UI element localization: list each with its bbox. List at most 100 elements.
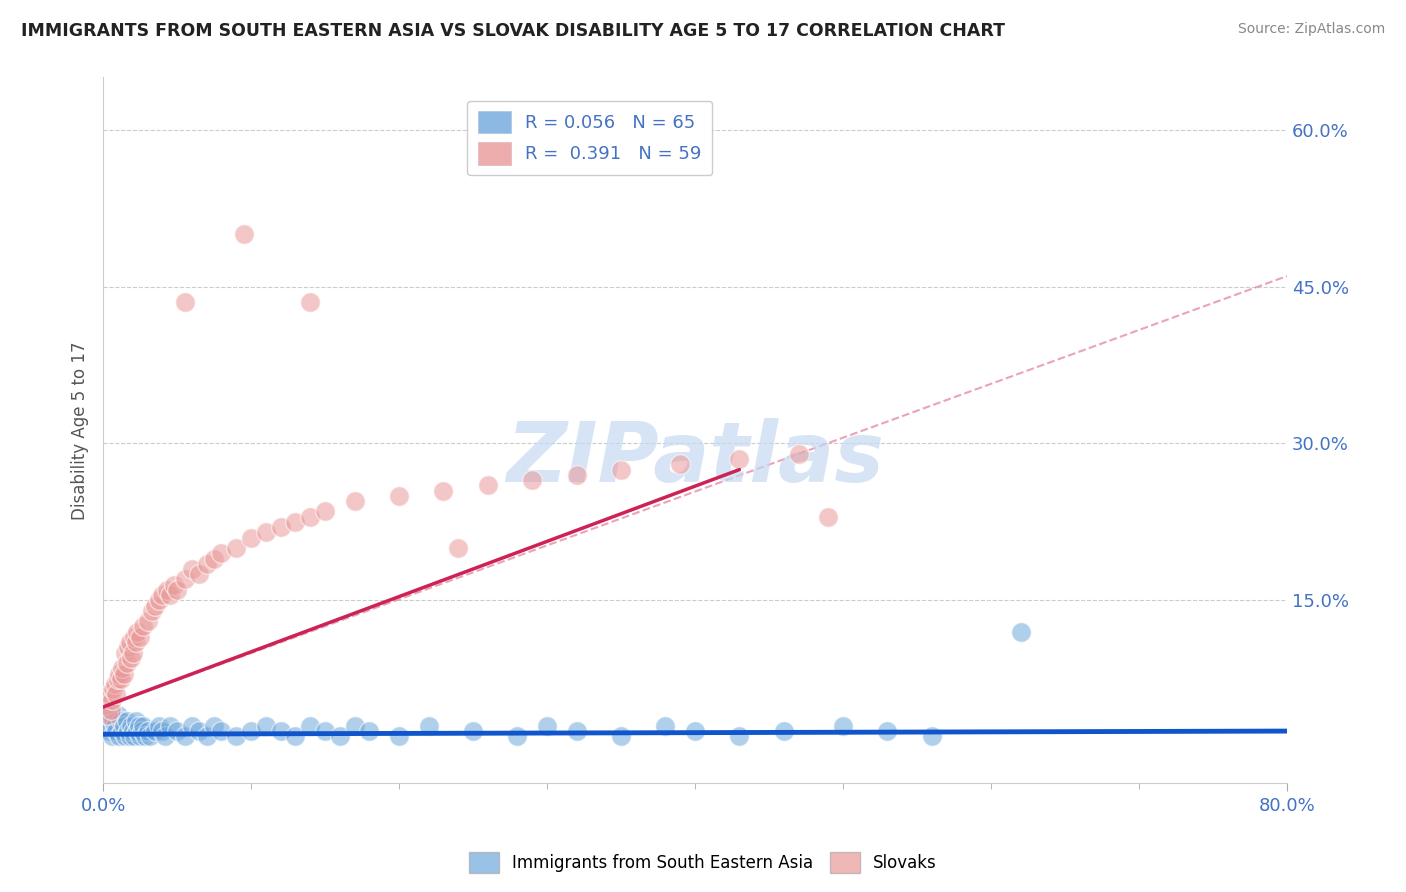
Point [94,698,117,712]
Point [166,582,188,597]
Point [447,541,470,555]
Point [299,509,322,524]
Point [127,724,149,739]
Point [202,551,225,566]
Point [418,719,440,733]
Point [100,708,122,723]
Point [114,729,136,743]
Point [166,724,188,739]
Point [195,729,218,743]
Point [122,729,145,743]
Point [112,666,135,681]
Point [148,719,170,733]
Point [111,661,134,675]
Point [388,489,411,503]
Point [150,724,173,739]
Point [787,447,810,461]
Point [610,729,633,743]
Point [565,467,588,482]
Point [112,719,135,733]
Point [115,714,138,728]
Point [240,724,263,739]
Point [121,724,143,739]
Point [156,582,179,597]
Point [565,724,588,739]
Point [107,672,129,686]
Point [240,531,263,545]
Point [388,729,411,743]
Point [432,483,454,498]
Point [832,719,855,733]
Point [232,227,254,242]
Point [117,640,139,655]
Point [359,724,381,739]
Point [105,688,128,702]
Point [110,714,132,728]
Point [669,458,692,472]
Point [136,614,159,628]
Point [211,724,233,739]
Point [477,478,499,492]
Point [314,504,336,518]
Point [98,688,121,702]
Point [94,719,117,733]
Point [108,666,131,681]
Point [772,724,794,739]
Point [173,729,195,743]
Point [129,729,152,743]
Point [876,724,898,739]
Point [120,651,142,665]
Point [1010,624,1032,639]
Point [270,520,292,534]
Text: Source: ZipAtlas.com: Source: ZipAtlas.com [1237,22,1385,37]
Point [103,714,125,728]
Point [159,588,181,602]
Point [143,724,166,739]
Text: ZIPatlas: ZIPatlas [506,418,884,500]
Point [180,562,202,576]
Point [173,295,195,310]
Point [314,724,336,739]
Point [159,719,181,733]
Point [254,525,277,540]
Point [270,724,292,739]
Point [104,719,127,733]
Point [117,724,139,739]
Point [139,729,162,743]
Point [121,646,143,660]
Point [148,593,170,607]
Point [225,541,247,555]
Point [132,719,155,733]
Point [728,452,751,467]
Point [143,599,166,613]
Point [97,708,120,723]
Point [150,588,173,602]
Point [211,546,233,560]
Point [101,692,124,706]
Point [104,677,127,691]
Legend: Immigrants from South Eastern Asia, Slovaks: Immigrants from South Eastern Asia, Slov… [463,846,943,880]
Point [202,719,225,733]
Point [817,509,839,524]
Point [343,494,366,508]
Point [136,724,159,739]
Point [132,619,155,633]
Point [141,604,163,618]
Point [728,729,751,743]
Point [108,729,131,743]
Point [125,635,148,649]
Point [284,515,307,529]
Point [921,729,943,743]
Point [131,724,153,739]
Point [654,719,676,733]
Point [461,724,484,739]
Point [107,708,129,723]
Point [329,729,352,743]
Point [105,724,128,739]
Point [155,729,177,743]
Point [343,719,366,733]
Point [163,577,186,591]
Point [188,567,211,582]
Point [120,719,142,733]
Point [127,624,149,639]
